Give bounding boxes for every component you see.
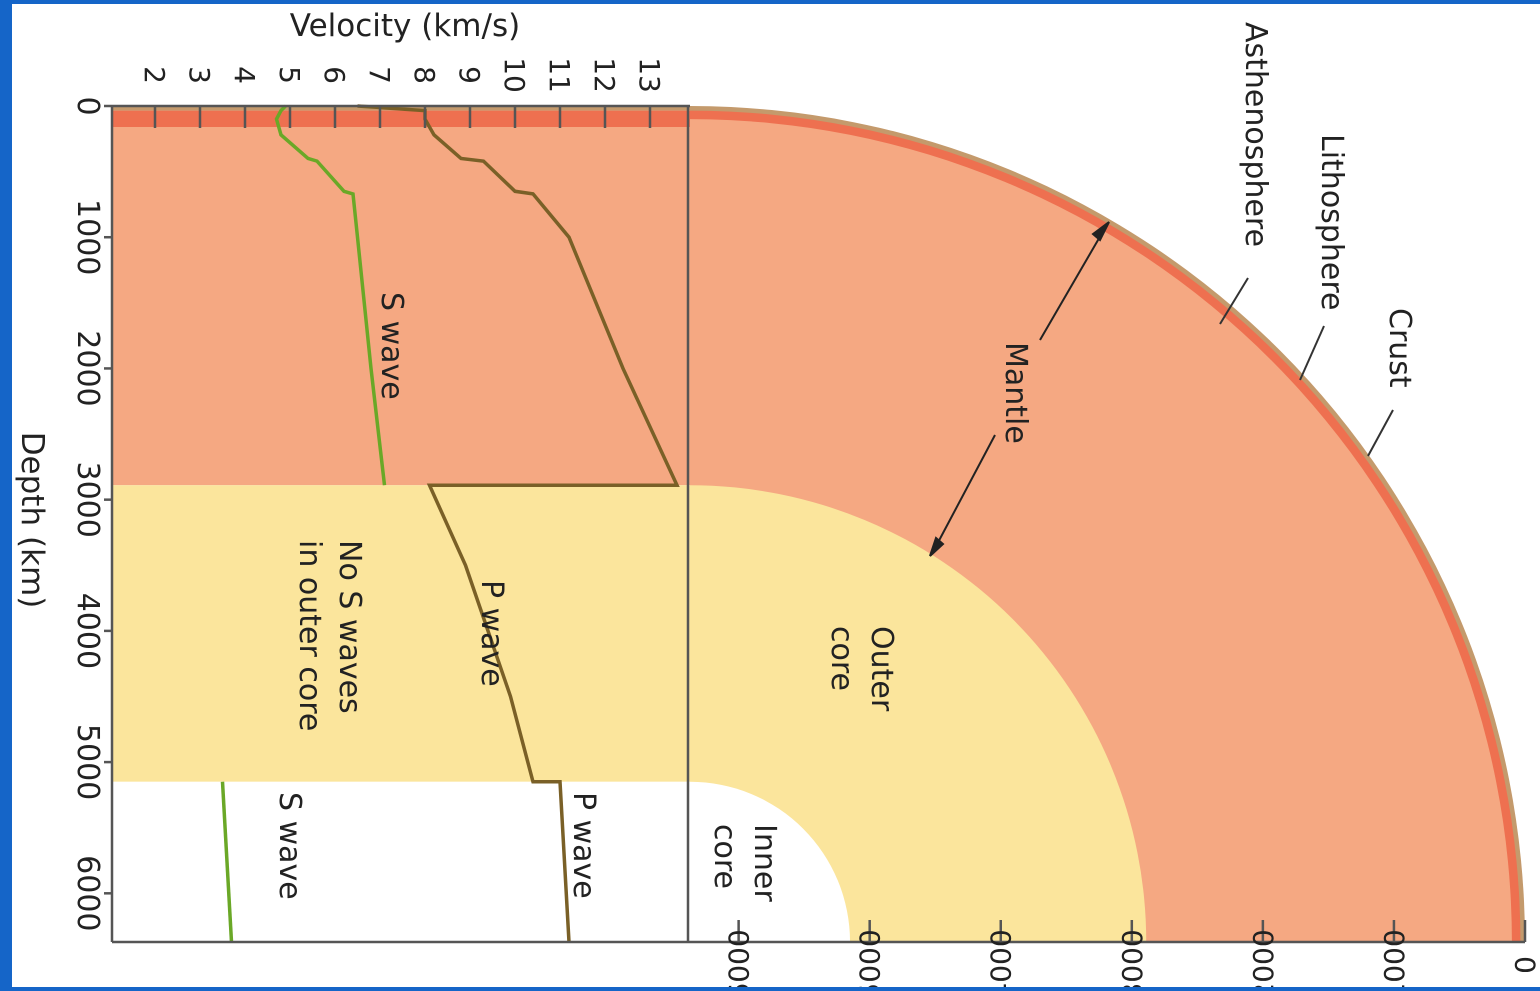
s-wave-mantle-label: S wave (374, 292, 409, 400)
p-wave-inner-label: P wave (566, 792, 601, 899)
velocity-tick-label: 8 (408, 66, 441, 84)
crust-leader (1367, 409, 1394, 457)
velocity-tick-label: 5 (273, 66, 306, 84)
graph-band-lithosphere (112, 110, 690, 127)
depth-tick-label: 3000 (70, 461, 105, 537)
velocity-tick-label: 11 (543, 57, 576, 93)
outer-core-label: Outercore (824, 626, 899, 712)
depth-axis-title: Depth (km) (14, 432, 50, 609)
asthenosphere-label: Asthenosphere (1238, 22, 1273, 247)
graph-band-mantle (112, 126, 690, 486)
p-wave-curve (357, 104, 680, 943)
depth-tick-label: 4000 (70, 593, 105, 669)
velocity-tick-label: 12 (588, 57, 621, 93)
velocity-tick-label: 2 (138, 66, 171, 84)
radius-tick-group: 0 1000 2000 3000 4000 5000 6000 (723, 920, 1540, 991)
velocity-tick-group: 2 3 4 5 6 7 8 9 10 11 12 13 (138, 57, 666, 128)
depth-tick-label: 1000 (70, 199, 105, 275)
velocity-tick-label: 10 (498, 57, 531, 93)
no-s-waves-label: No S wavesin outer core (292, 540, 367, 731)
velocity-axis-title: Velocity (km/s) (290, 8, 520, 44)
depth-tick-label: 6000 (70, 855, 105, 931)
depth-tick-label: 0 (70, 96, 105, 115)
lithosphere-label: Lithosphere (1314, 134, 1349, 310)
asthenosphere-leader (1219, 277, 1249, 325)
velocity-graph-bands (112, 106, 690, 942)
graph-band-inner-core (112, 781, 690, 942)
radius-tick-label: 0 (1509, 956, 1540, 974)
radius-tick-label: 1000 (1378, 929, 1411, 987)
radius-tick-label: 6000 (723, 929, 756, 987)
lithosphere-leader (1299, 325, 1325, 381)
radius-tick-label: 2000 (1247, 929, 1280, 987)
s-wave-curve (274, 104, 387, 486)
velocity-tick-label: 13 (633, 57, 666, 93)
label-leader-lines (1219, 277, 1394, 457)
s-wave-inner-label: S wave (272, 792, 307, 900)
earth-cross-section (690, 106, 1525, 943)
velocity-tick-label: 3 (183, 66, 216, 84)
radius-tick-label: 3000 (1116, 929, 1149, 987)
outer-core-layer (690, 485, 1147, 942)
velocity-tick-label: 7 (363, 66, 396, 84)
s-wave-inner-core-curve (220, 781, 234, 943)
depth-tick-label: 5000 (70, 724, 105, 800)
graph-band-outer-core (112, 485, 690, 782)
inner-core-layer (690, 781, 851, 942)
velocity-tick-label: 4 (228, 66, 261, 84)
velocity-tick-label: 6 (318, 66, 351, 84)
inner-core-label: Innercore (707, 824, 782, 902)
mantle-thickness-arrow (929, 221, 1110, 557)
velocity-tick-label: 9 (453, 66, 486, 84)
p-wave-core-label: P wave (474, 580, 509, 687)
radius-tick-label: 5000 (854, 929, 887, 987)
depth-tick-group: 0 1000 2000 3000 4000 5000 6000 (70, 96, 112, 931)
radius-tick-label: 4000 (985, 929, 1018, 987)
depth-tick-label: 2000 (70, 330, 105, 406)
graph-axes (110, 104, 1525, 944)
crust-label: Crust (1382, 308, 1417, 388)
mantle-label: Mantle (998, 342, 1033, 444)
